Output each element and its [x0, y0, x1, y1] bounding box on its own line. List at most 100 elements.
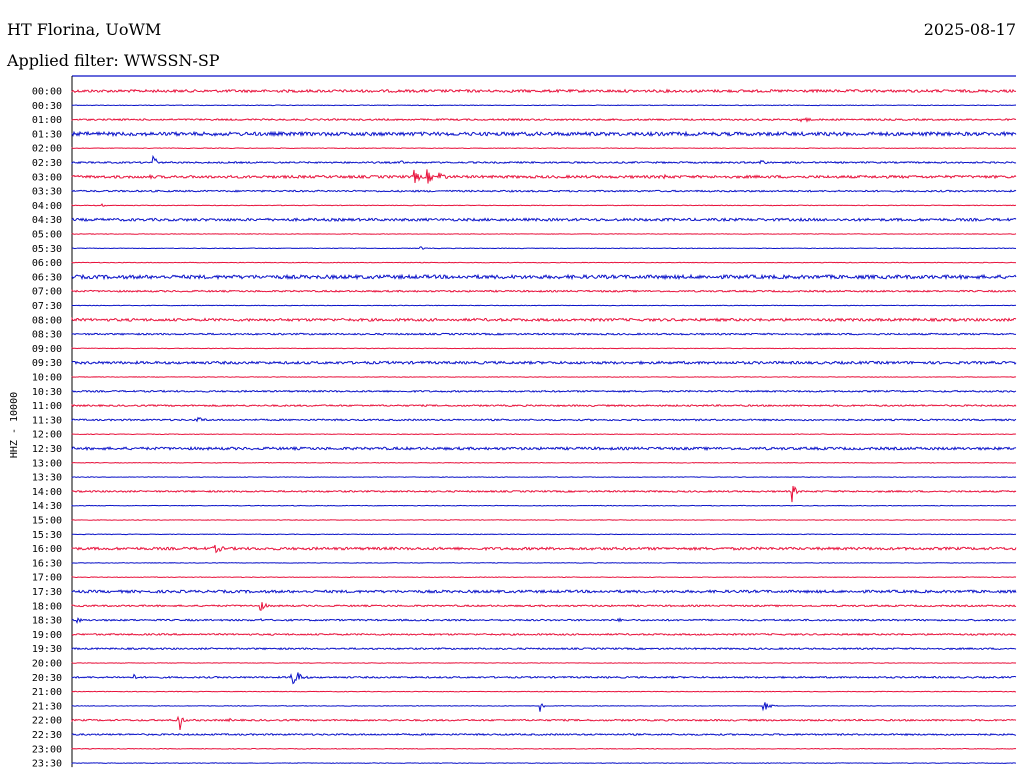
trace-0800: [71, 316, 1017, 323]
tick-label-1100: 11:00: [32, 401, 62, 412]
tick-label-0030: 00:30: [32, 101, 62, 112]
tick-label-2130: 21:30: [32, 701, 62, 712]
tick-label-1300: 13:00: [32, 458, 62, 469]
trace-1430: [71, 504, 1017, 507]
tick-label-0900: 09:00: [32, 344, 62, 355]
trace-1800: [71, 602, 1017, 611]
trace-1600: [71, 544, 1017, 554]
trace-1530: [71, 533, 1017, 536]
trace-0230: [71, 154, 1017, 165]
trace-1100: [71, 403, 1017, 408]
trace-1330: [71, 476, 1017, 478]
tick-label-0700: 07:00: [32, 287, 62, 298]
trace-1830: [71, 617, 1017, 625]
trace-2230: [71, 732, 1017, 737]
tick-label-2230: 22:30: [32, 730, 62, 741]
trace-0600: [71, 261, 1017, 264]
tick-label-1400: 14:00: [32, 487, 62, 498]
filter-label: Applied filter: WWSSN-SP: [7, 51, 220, 70]
tick-label-0300: 03:00: [32, 172, 62, 183]
trace-0830: [71, 332, 1017, 336]
tick-label-0100: 01:00: [32, 115, 62, 126]
tick-label-0930: 09:30: [32, 358, 62, 369]
tick-label-2200: 22:00: [32, 716, 62, 727]
trace-0430: [71, 217, 1017, 223]
tick-label-1230: 12:30: [32, 444, 62, 455]
channel-label: HHZ - 10000: [9, 392, 20, 458]
tick-label-2300: 23:00: [32, 744, 62, 755]
trace-1130: [71, 416, 1017, 423]
trace-2130: [71, 702, 1017, 712]
trace-1730: [71, 589, 1017, 594]
trace-0530: [71, 246, 1017, 250]
trace-0330: [71, 189, 1017, 193]
tick-label-0330: 03:30: [32, 187, 62, 198]
trace-0030: [71, 104, 1017, 107]
trace-0400: [71, 203, 1017, 207]
trace-2330: [71, 762, 1017, 765]
trace-2030: [71, 672, 1017, 685]
tick-label-1730: 17:30: [32, 587, 62, 598]
trace-2100: [71, 690, 1017, 693]
tick-label-0600: 06:00: [32, 258, 62, 269]
tick-label-0000: 00:00: [32, 87, 62, 98]
tick-label-0130: 01:30: [32, 129, 62, 140]
trace-2000: [71, 662, 1017, 664]
tick-label-0430: 04:30: [32, 215, 62, 226]
tick-label-1930: 19:30: [32, 644, 62, 655]
tick-label-0200: 02:00: [32, 144, 62, 155]
trace-0300: [71, 169, 1017, 184]
trace-2300: [71, 747, 1017, 750]
trace-1230: [71, 445, 1017, 452]
tick-label-0500: 05:00: [32, 230, 62, 241]
tick-label-1030: 10:30: [32, 387, 62, 398]
tick-label-1530: 15:30: [32, 530, 62, 541]
tick-label-1430: 14:30: [32, 501, 62, 512]
tick-label-2030: 20:30: [32, 673, 62, 684]
tick-label-0800: 08:00: [32, 315, 62, 326]
trace-2200: [71, 715, 1017, 731]
tick-label-0230: 02:30: [32, 158, 62, 169]
trace-1900: [71, 632, 1017, 636]
trace-0500: [71, 233, 1017, 235]
tick-label-2100: 21:00: [32, 687, 62, 698]
trace-0000: [71, 88, 1017, 94]
station-title: HT Florina, UoWM: [7, 20, 162, 39]
trace-1700: [71, 576, 1017, 579]
tick-label-2000: 20:00: [32, 659, 62, 670]
tick-label-0400: 04:00: [32, 201, 62, 212]
tick-label-2330: 23:30: [32, 759, 62, 770]
tick-label-1200: 12:00: [32, 430, 62, 441]
tick-label-1900: 19:00: [32, 630, 62, 641]
tick-label-0730: 07:30: [32, 301, 62, 312]
time-labels: 00:00 00:30 01:00 01:30 02:00 02:30 03:00 03:30…: [32, 87, 62, 770]
trace-0930: [71, 360, 1017, 366]
trace-1630: [71, 562, 1017, 564]
tick-label-1700: 17:00: [32, 573, 62, 584]
tick-label-0530: 05:30: [32, 244, 62, 255]
tick-label-1800: 18:00: [32, 601, 62, 612]
tick-label-0830: 08:30: [32, 330, 62, 341]
trace-1300: [71, 461, 1017, 464]
tick-label-1000: 10:00: [32, 373, 62, 384]
tick-label-0630: 06:30: [32, 272, 62, 283]
trace-0100: [71, 117, 1017, 123]
trace-0700: [71, 289, 1017, 293]
trace-1400: [71, 485, 1017, 503]
trace-rows: [71, 88, 1017, 765]
tick-label-1130: 11:30: [32, 415, 62, 426]
date-label: 2025-08-17: [923, 20, 1016, 39]
trace-0130: [71, 130, 1017, 138]
tick-label-1630: 16:30: [32, 558, 62, 569]
trace-0630: [71, 273, 1017, 281]
trace-0730: [71, 304, 1017, 307]
tick-label-1500: 15:00: [32, 516, 62, 527]
trace-0200: [71, 147, 1017, 150]
tick-label-1600: 16:00: [32, 544, 62, 555]
trace-1030: [71, 389, 1017, 393]
trace-1500: [71, 519, 1017, 521]
trace-1000: [71, 376, 1017, 378]
tick-label-1330: 13:30: [32, 473, 62, 484]
trace-1930: [71, 647, 1017, 651]
